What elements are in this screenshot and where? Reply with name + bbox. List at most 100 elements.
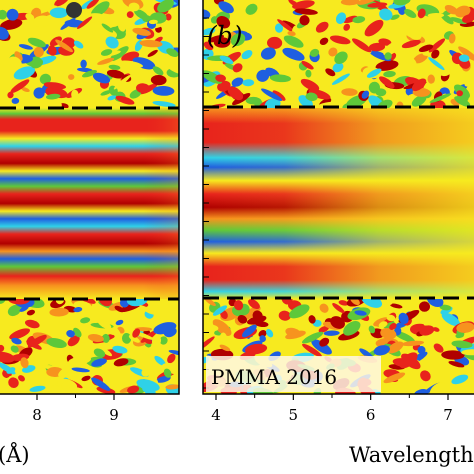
right-noise-blob	[300, 78, 320, 91]
right-noise-blob	[252, 310, 263, 321]
right-noise-blob	[451, 340, 473, 349]
right-noise-blob	[216, 15, 231, 29]
left-noise-blob	[29, 385, 46, 392]
right-heatmap-fade	[203, 108, 474, 299]
left-noise-blob	[156, 375, 171, 383]
right-noise-blob	[323, 330, 340, 336]
right-noise-blob	[352, 16, 366, 24]
right-noise-blob	[277, 19, 295, 33]
left-noise-blob	[18, 375, 25, 382]
left-noise-blob	[71, 323, 90, 330]
left-noise-blob	[82, 69, 97, 78]
left-noise-blob	[46, 338, 67, 348]
left-noise-blob	[168, 350, 179, 356]
right-noise-blob	[429, 93, 452, 103]
right-y-ticks	[203, 17, 209, 389]
right-noise-blob	[301, 331, 324, 344]
left-noise-blob	[33, 87, 45, 99]
left-noise-blob	[100, 49, 113, 56]
left-noise-blob	[60, 17, 76, 30]
right-x-tick-label: 5	[289, 406, 299, 424]
right-noise-blob	[319, 37, 329, 46]
right-noise-blob	[386, 314, 396, 322]
left-noise-blob	[97, 318, 112, 330]
left-noise-blob	[0, 344, 5, 353]
right-noise-blob	[387, 341, 404, 354]
right-noise-blob	[261, 88, 283, 101]
left-noise-blob	[96, 386, 116, 394]
left-noise-blob	[11, 337, 22, 345]
left-noise-blob	[166, 48, 179, 57]
left-noise-blob	[114, 10, 130, 18]
left-noise-blob	[0, 26, 9, 40]
right-noise-blob	[368, 81, 381, 94]
left-noise-blob	[87, 334, 104, 342]
left-noise-blob	[39, 73, 52, 85]
left-noise-blob	[157, 78, 178, 87]
left-noise-blob	[58, 366, 71, 377]
right-noise-blob	[311, 339, 332, 355]
right-noise-blob	[413, 53, 428, 64]
right-noise-blob	[267, 36, 283, 49]
right-noise-blob	[219, 332, 227, 343]
left-noise-blob	[21, 87, 30, 93]
right-noise-blob	[287, 30, 296, 37]
right-noise-blob	[315, 21, 329, 33]
right-noise-blob	[215, 74, 226, 82]
left-noise-blob	[77, 16, 93, 29]
left-noise-blob	[148, 19, 158, 25]
left-noise-blob	[86, 0, 100, 9]
right-noise-blob	[441, 350, 465, 360]
left-noise-blob	[66, 330, 75, 338]
right-noise-blob	[248, 299, 260, 310]
right-noise-blob	[364, 19, 384, 37]
right-noise-blob	[454, 96, 471, 107]
right-noise-blob	[458, 54, 470, 62]
right-noise-blob	[299, 15, 310, 26]
left-noise-blob	[159, 61, 166, 71]
right-noise-blob	[256, 69, 270, 82]
right-noise-blob	[461, 349, 474, 356]
left-x-tick-label: 8	[32, 406, 42, 424]
left-noise-blob	[115, 319, 124, 326]
left-noise-blob	[127, 385, 140, 394]
left-noise-blob	[152, 66, 164, 76]
right-noise-blob	[427, 74, 435, 84]
left-noise-blob	[126, 11, 134, 19]
right-noise-blob	[439, 304, 452, 311]
right-noise-blob	[289, 304, 310, 319]
left-noise-blob	[113, 358, 129, 367]
right-noise-blob	[231, 77, 244, 87]
right-noise-blob	[319, 303, 329, 313]
left-noise-blob	[150, 74, 167, 86]
right-noise-blob	[401, 39, 421, 49]
left-noise-blob	[167, 353, 176, 364]
annotation-text: PMMA 2016	[211, 365, 337, 389]
left-noise-blob	[105, 336, 122, 345]
right-noise-blob	[450, 17, 467, 25]
left-noise-blob	[8, 56, 22, 68]
left-noise-blob	[101, 23, 114, 33]
left-noise-blob	[139, 305, 155, 315]
right-x-tick-label: 6	[366, 406, 376, 424]
right-noise-blob	[429, 382, 446, 394]
left-noise-blob	[19, 305, 29, 312]
right-noise-blob	[288, 0, 300, 8]
left-noise-blob	[67, 335, 80, 347]
left-noise-blob	[68, 74, 75, 80]
left-noise-blob	[47, 45, 57, 56]
left-noise-blob	[0, 9, 8, 20]
right-noise-blob	[393, 0, 411, 6]
right-noise-blob	[218, 1, 234, 14]
right-noise-blob	[419, 301, 430, 312]
right-noise-blob	[340, 0, 360, 6]
right-noise-blob	[332, 62, 344, 73]
left-noise-blob	[107, 95, 117, 101]
right-noise-blob	[450, 64, 458, 75]
right-noise-blob	[272, 90, 286, 101]
left-noise-blob	[0, 18, 23, 30]
right-noise-blob	[245, 96, 262, 105]
left-noise-blob	[25, 13, 35, 21]
